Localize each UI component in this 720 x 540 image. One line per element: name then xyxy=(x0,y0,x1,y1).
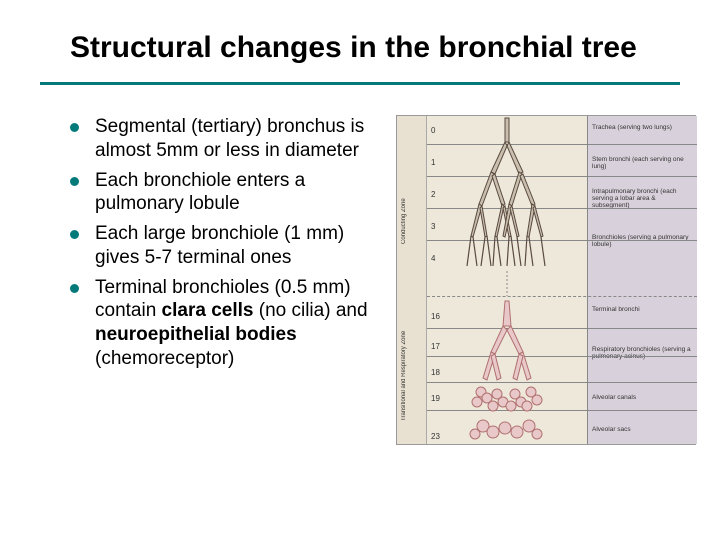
bullet-text: Segmental (tertiary) bronchus is almost … xyxy=(95,115,386,163)
bullet-text-post: (chemoreceptor) xyxy=(95,348,234,369)
bullet-text: Each large bronchiole (1 mm) gives 5-7 t… xyxy=(95,222,386,270)
slide-title: Structural changes in the bronchial tree xyxy=(70,30,650,66)
right-label: Terminal bronchi xyxy=(592,306,693,313)
bullet-item: Each bronchiole enters a pulmonary lobul… xyxy=(70,169,386,217)
bullet-item: Segmental (tertiary) bronchus is almost … xyxy=(70,115,386,163)
right-label: Respiratory bronchioles (serving a pulmo… xyxy=(592,346,693,360)
content-row: Segmental (tertiary) bronchus is almost … xyxy=(0,85,720,445)
bronchial-tree-icon xyxy=(427,116,587,446)
figure-area: Conducting Zone Transitional and Respira… xyxy=(396,115,720,445)
bullet-icon xyxy=(70,284,79,293)
bullet-list: Segmental (tertiary) bronchus is almost … xyxy=(0,115,396,445)
bullet-text: Each bronchiole enters a pulmonary lobul… xyxy=(95,169,386,217)
title-area: Structural changes in the bronchial tree xyxy=(0,30,720,74)
zone-label: Transitional and Respiratory Zone xyxy=(401,316,407,436)
bullet-item: Each large bronchiole (1 mm) gives 5-7 t… xyxy=(70,222,386,270)
slide: Structural changes in the bronchial tree… xyxy=(0,0,720,540)
bullet-item: Terminal bronchioles (0.5 mm) contain cl… xyxy=(70,276,386,371)
bullet-text-mid: (no cilia) and xyxy=(253,300,367,321)
right-label: Intrapulmonary bronchi (each serving a l… xyxy=(592,188,693,209)
bullet-icon xyxy=(70,230,79,239)
right-label: Stem bronchi (each serving one lung) xyxy=(592,156,693,170)
bullet-text-bold: clara cells xyxy=(162,300,254,321)
diagram-label-column: Trachea (serving two lungs) Stem bronchi… xyxy=(587,116,697,444)
right-label: Bronchioles (serving a pulmonary lobule) xyxy=(592,234,693,248)
bullet-text-bold: neuroepithelial bodies xyxy=(95,324,297,345)
right-label: Alveolar sacs xyxy=(592,426,693,433)
right-label: Trachea (serving two lungs) xyxy=(592,124,693,131)
bronchial-diagram: Conducting Zone Transitional and Respira… xyxy=(396,115,696,445)
right-label: Alveolar canals xyxy=(592,394,693,401)
diagram-zone-column: Conducting Zone Transitional and Respira… xyxy=(397,116,427,444)
bullet-icon xyxy=(70,177,79,186)
bullet-icon xyxy=(70,123,79,132)
zone-label: Conducting Zone xyxy=(401,136,407,306)
bullet-text: Terminal bronchioles (0.5 mm) contain cl… xyxy=(95,276,386,371)
